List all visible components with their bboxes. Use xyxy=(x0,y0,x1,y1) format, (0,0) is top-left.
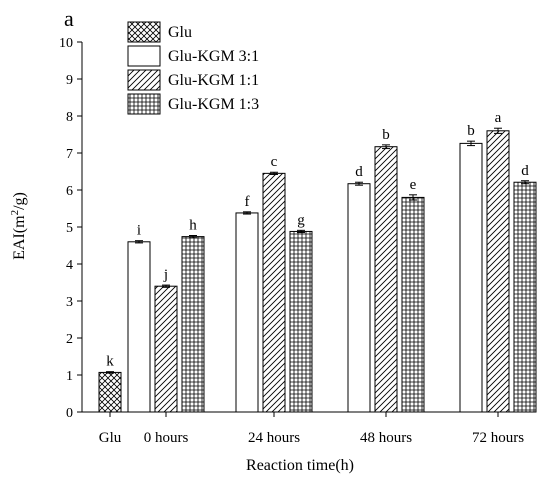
x-tick-label: 48 hours xyxy=(360,430,412,446)
legend-label: Glu-KGM 3:1 xyxy=(168,48,259,65)
bar xyxy=(486,130,510,413)
y-tick-label: 1 xyxy=(66,369,73,384)
bar xyxy=(374,146,398,413)
x-tick-label: 72 hours xyxy=(472,430,524,446)
y-tick-label: 8 xyxy=(66,110,73,125)
bar xyxy=(127,241,151,413)
y-tick-label: 10 xyxy=(59,36,73,51)
x-axis-ticks: Glu 0 hours 24 hours 48 hours 72 hours xyxy=(99,412,524,446)
bar xyxy=(347,183,371,413)
significance-letter: a xyxy=(495,110,502,126)
bar xyxy=(154,285,178,413)
significance-letter: h xyxy=(189,218,197,234)
legend-label: Glu xyxy=(168,24,192,41)
error-bars xyxy=(106,127,529,374)
bars xyxy=(98,130,537,413)
y-axis-label-tail: /g) xyxy=(11,192,28,210)
bar xyxy=(181,236,205,413)
y-axis-label-superscript: 2 xyxy=(9,210,21,216)
bar xyxy=(459,142,483,413)
significance-letter: f xyxy=(245,194,250,210)
legend-swatch xyxy=(127,69,161,91)
x-tick-label: Glu xyxy=(99,430,122,446)
significance-letter: c xyxy=(271,154,278,170)
y-tick-label: 0 xyxy=(66,406,73,421)
significance-letter: b xyxy=(382,127,390,143)
y-tick-label: 4 xyxy=(66,258,73,273)
legend-label: Glu-KGM 1:1 xyxy=(168,72,259,89)
x-tick-label: 0 hours xyxy=(144,430,189,446)
x-tick-label: 24 hours xyxy=(248,430,300,446)
y-tick-label: 3 xyxy=(66,295,73,310)
y-tick-label: 2 xyxy=(66,332,73,347)
y-tick-label: 6 xyxy=(66,184,73,199)
bar xyxy=(401,196,425,413)
significance-letter: b xyxy=(467,123,475,139)
significance-letter: j xyxy=(163,267,168,283)
y-tick-label: 7 xyxy=(66,147,73,162)
bar xyxy=(98,371,122,413)
legend-label: Glu-KGM 1:3 xyxy=(168,96,259,113)
significance-letter: k xyxy=(106,354,114,370)
significance-letters: k i j h f c g d b e b a d xyxy=(106,110,529,369)
panel-label: a xyxy=(64,6,74,31)
bar xyxy=(262,172,286,413)
y-tick-label: 5 xyxy=(66,221,73,236)
legend: Glu Glu-KGM 3:1 Glu-KGM 1:1 Glu-KGM 1:3 xyxy=(127,21,259,115)
y-axis-ticks: 0 1 2 3 4 5 6 7 8 9 10 xyxy=(59,36,82,421)
significance-letter: g xyxy=(297,212,305,228)
y-axis-label-main: EAI(m xyxy=(11,215,28,260)
significance-letter: d xyxy=(355,164,363,180)
y-axis-label: EAI(m2/g) xyxy=(9,192,28,260)
y-tick-label: 9 xyxy=(66,73,73,88)
significance-letter: d xyxy=(521,163,529,179)
bar xyxy=(235,212,259,413)
legend-swatch xyxy=(127,45,161,67)
bar xyxy=(513,181,537,413)
bar xyxy=(289,230,313,413)
legend-swatch xyxy=(127,21,161,43)
significance-letter: i xyxy=(137,223,141,239)
significance-letter: e xyxy=(410,177,417,193)
legend-swatch xyxy=(127,93,161,115)
x-axis-label: Reaction time(h) xyxy=(246,457,354,474)
